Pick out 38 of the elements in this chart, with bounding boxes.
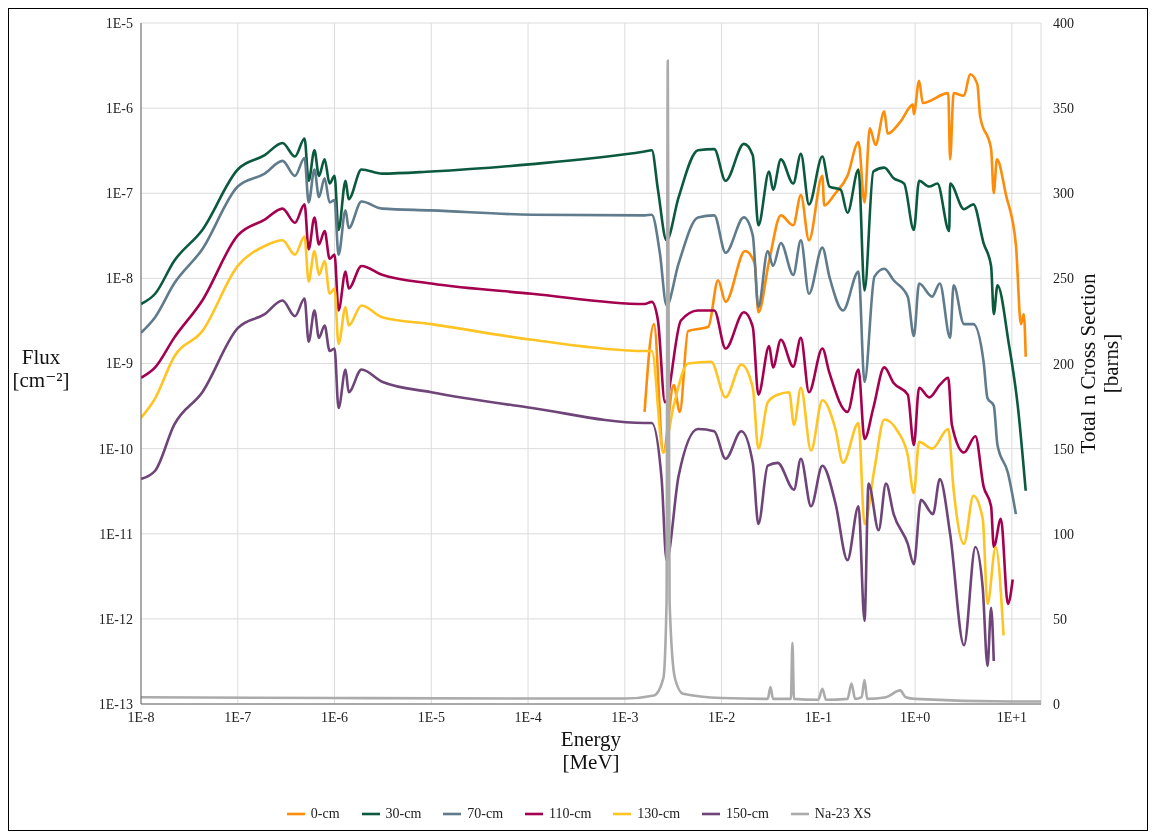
- y2-tick-label: 350: [1053, 101, 1074, 117]
- legend-label: 150-cm: [726, 806, 769, 822]
- y2-tick-label: 300: [1053, 186, 1074, 202]
- y-tick-label: 1E-5: [105, 15, 133, 31]
- x-tick-label: 1E+1: [996, 709, 1028, 725]
- y2-tick-label: 50: [1053, 611, 1067, 627]
- y2-tick-label: 100: [1053, 526, 1074, 542]
- y-axis-title: Flux [cm⁻²]: [12, 344, 70, 392]
- y-tick-label: 1E-7: [105, 186, 133, 202]
- x-tick-label: 1E-3: [611, 709, 639, 725]
- x-tick-label: 1E-5: [417, 709, 445, 725]
- legend-label: 110-cm: [549, 806, 592, 822]
- legend-label: Na-23 XS: [814, 806, 872, 822]
- y2-tick-label: 400: [1053, 16, 1074, 31]
- y2-tick-label: 150: [1053, 441, 1074, 457]
- x-tick-label: 1E-8: [127, 709, 155, 725]
- y-tick-label: 1E-13: [98, 696, 133, 712]
- x-tick-label: 1E-1: [804, 709, 832, 725]
- y-tick-label: 1E-8: [105, 271, 133, 287]
- x-tick-label: 1E-6: [320, 709, 349, 725]
- y-tick-label: 1E-9: [105, 356, 133, 372]
- y-tick-label: 1E-11: [99, 526, 133, 542]
- legend-label: 30-cm: [385, 806, 422, 822]
- x-axis-title: Energy [MeV]: [560, 727, 622, 775]
- y-tick-label: 1E-10: [98, 441, 133, 457]
- y2-tick-label: 0: [1053, 697, 1060, 712]
- x-tick-label: 1E-7: [224, 709, 252, 725]
- legend-label: 70-cm: [467, 806, 504, 822]
- y-tick-label: 1E-12: [98, 611, 133, 627]
- y-tick-label: 1E-6: [105, 101, 133, 117]
- y2-tick-label: 200: [1053, 356, 1074, 372]
- x-tick-label: 1E-4: [514, 709, 542, 725]
- x-tick-label: 1E-2: [707, 709, 736, 725]
- y2-axis-title: Total n Cross Section [barns]: [1076, 273, 1124, 454]
- legend-label: 0-cm: [310, 806, 340, 822]
- legend-label: 130-cm: [637, 806, 681, 822]
- y2-tick-label: 250: [1053, 271, 1074, 287]
- x-tick-label: 1E+0: [899, 709, 931, 725]
